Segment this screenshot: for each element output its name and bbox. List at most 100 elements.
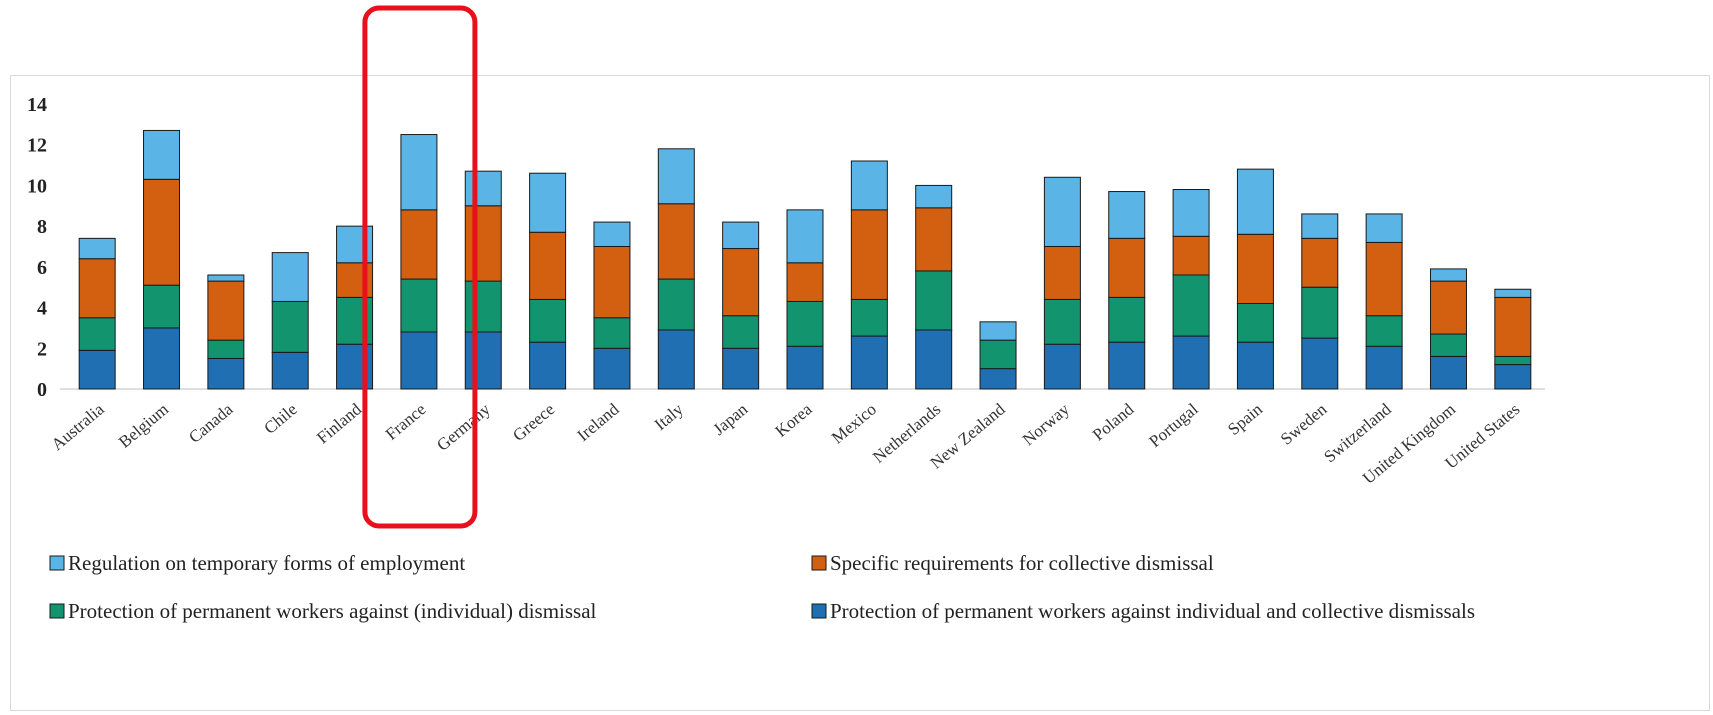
bar-segment — [400, 278, 438, 333]
bar-segment — [915, 329, 953, 390]
legend-swatch — [49, 555, 65, 571]
x-tick-label: Korea — [772, 399, 816, 441]
bar-segment — [915, 207, 953, 272]
bar-segment — [786, 300, 824, 347]
x-tick-label: Italy — [651, 399, 687, 434]
bar-segment — [1043, 176, 1081, 248]
bar-segment — [207, 357, 245, 390]
x-tick-label: France — [382, 400, 430, 444]
bar-segment — [786, 262, 824, 302]
bar-segment — [207, 274, 245, 282]
bar-segment — [143, 284, 181, 329]
bar-segment — [207, 280, 245, 341]
bar-segment — [78, 258, 116, 319]
bar-segment — [78, 237, 116, 260]
y-tick-label: 10 — [27, 175, 47, 197]
bar-segment — [1108, 296, 1146, 343]
bar-segment — [593, 347, 631, 390]
legend-swatch — [49, 603, 65, 619]
legend-swatch — [811, 603, 827, 619]
bar-segment — [593, 317, 631, 349]
bar-segment — [1108, 237, 1146, 298]
bar-segment — [1365, 315, 1403, 347]
x-tick-label: Mexico — [828, 400, 880, 448]
bar-segment — [786, 345, 824, 390]
x-tick-label: Portugal — [1145, 399, 1202, 451]
x-tick-label: Canada — [185, 399, 237, 447]
bar-segment — [1236, 303, 1274, 343]
x-tick-label: Australia — [48, 399, 108, 454]
legend-swatch — [811, 555, 827, 571]
bar-segment — [1429, 355, 1467, 390]
bar-segment — [143, 178, 181, 286]
bar-segment — [1043, 298, 1081, 345]
bar-segment — [722, 248, 760, 317]
bar-segment — [78, 317, 116, 351]
bar-segment — [657, 329, 695, 390]
bar-segment — [1365, 241, 1403, 317]
x-tick-label: Sweden — [1277, 399, 1331, 448]
bar-segment — [722, 221, 760, 250]
bar-segment — [1301, 337, 1339, 390]
y-tick-label: 14 — [27, 94, 47, 116]
bar-segment — [1494, 296, 1532, 357]
bar-segment — [207, 339, 245, 359]
bar-segment — [1365, 345, 1403, 390]
bar-segment — [464, 170, 502, 207]
bar-segment — [850, 160, 888, 211]
bar-segment — [1236, 341, 1274, 390]
bar-segment — [1108, 341, 1146, 390]
bar-segment — [1172, 335, 1210, 390]
x-tick-label: Spain — [1224, 399, 1266, 439]
bar-segment — [1429, 268, 1467, 282]
bar-segment — [143, 327, 181, 390]
y-tick-label: 4 — [37, 298, 47, 320]
bar-segment — [1429, 280, 1467, 335]
x-tick-label: Japan — [709, 399, 751, 439]
y-tick-label: 12 — [27, 135, 47, 157]
bar-segment — [400, 134, 438, 211]
bar-segment — [529, 341, 567, 390]
x-tick-label: Germany — [433, 399, 494, 455]
bar-segment — [657, 203, 695, 280]
y-tick-label: 6 — [37, 257, 47, 279]
y-tick-label: 8 — [37, 216, 47, 238]
bar-segment — [1301, 286, 1339, 339]
legend-label: Regulation on temporary forms of employm… — [68, 551, 465, 575]
bar-segment — [1301, 213, 1339, 239]
bar-segment — [657, 278, 695, 331]
bar-segment — [850, 298, 888, 337]
x-tick-label: Finland — [313, 399, 365, 447]
legend-label: Specific requirements for collective dis… — [830, 551, 1214, 575]
bar-segment — [850, 209, 888, 300]
bar-segment — [529, 231, 567, 300]
bar-segment — [1301, 237, 1339, 288]
x-tick-label: Belgium — [115, 400, 172, 452]
bar-segment — [1236, 168, 1274, 235]
bar-segment — [1494, 355, 1532, 366]
x-tick-label: Ireland — [573, 399, 622, 445]
legend-label: Protection of permanent workers against … — [830, 599, 1475, 623]
highlight-box — [362, 5, 478, 529]
chart-frame — [10, 75, 1710, 711]
bar-segment — [786, 209, 824, 264]
bar-segment — [271, 300, 309, 353]
bar-segment — [593, 221, 631, 247]
bar-segment — [915, 184, 953, 209]
x-tick-label: Poland — [1089, 399, 1138, 444]
bar-segment — [78, 349, 116, 390]
x-tick-label: Norway — [1019, 399, 1074, 449]
bar-segment — [529, 172, 567, 233]
bar-segment — [1494, 288, 1532, 298]
y-tick-label: 0 — [37, 379, 47, 401]
bar-segment — [1108, 191, 1146, 239]
bar-segment — [1043, 343, 1081, 390]
bar-segment — [915, 270, 953, 331]
bar-segment — [143, 129, 181, 180]
bar-segment — [271, 252, 309, 302]
x-tick-label: Chile — [260, 400, 300, 438]
bar-segment — [979, 339, 1017, 370]
bar-segment — [1429, 333, 1467, 357]
bar-segment — [722, 347, 760, 390]
bar-segment — [464, 205, 502, 282]
